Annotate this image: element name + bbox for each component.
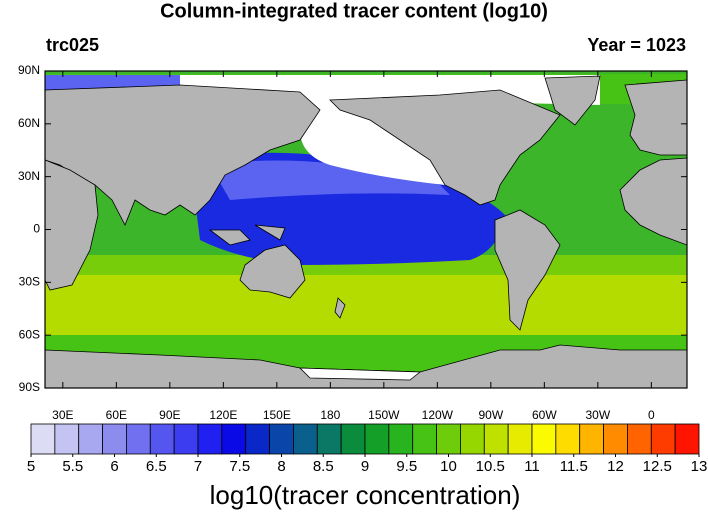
colorbar-box [555,423,581,455]
europe [624,79,687,156]
colorbar-box [388,423,414,455]
lon-tick-label: 120E [209,408,237,422]
lat-tick-label: 60S [19,327,40,341]
lat-tick-label: 30S [19,275,40,289]
lat-tick-label: 60N [18,116,40,130]
colorbar-tick-label: 12 [607,458,624,475]
north-america [329,89,561,206]
colorbar-box [102,423,127,455]
lon-tick-label: 30W [585,408,610,422]
lat-tick-label: 30N [18,169,40,183]
lon-tick-label: 90W [478,408,503,422]
colorbar-box [412,423,437,455]
colorbar-tick-label: 13 [691,458,708,475]
colorbar-tick-label: 5 [27,458,35,475]
colorbar-tick-label: 6 [110,458,118,475]
lon-tick-label: 0 [648,408,655,422]
indonesia [208,224,286,246]
colorbar-box [221,423,247,455]
lon-tick-label: 30E [52,408,73,422]
pacific-light [210,160,450,200]
left-label: trc025 [46,35,99,55]
colorbar-box [269,423,294,455]
lon-tick-label: 90E [159,408,180,422]
colorbar-box [78,423,103,455]
colorbar-box [293,423,318,455]
antarctica [45,344,687,388]
colorbar-box [173,423,199,455]
colorbar-box [436,423,461,455]
colorbar-box [674,423,700,455]
lon-tick-label: 120W [422,408,454,422]
map [45,71,687,388]
africa-west [619,157,687,246]
colorbar-box [149,423,175,455]
colorbar-tick-label: 11 [524,458,540,475]
colorbar-box [30,423,56,455]
colorbar-box [245,423,270,455]
colorbar-box [316,423,342,455]
right-label: Year = 1023 [587,35,686,55]
colorbar-tick-label: 7 [194,458,202,475]
colorbar-box [340,423,366,455]
australia [239,244,306,299]
colorbar-box [531,423,557,455]
colorbar-box [603,423,628,455]
colorbar-tick-label: 8 [277,458,285,475]
new-zealand [334,297,346,319]
colorbar-box [650,423,676,455]
colorbar-box [126,423,151,455]
colorbar-tick-label: 6.5 [146,458,167,475]
lon-tick-label: 60E [106,408,127,422]
colorbar-tick-label: 10.5 [476,458,505,475]
colorbar-box [579,423,604,455]
lat-tick-label: 0 [33,222,40,236]
lon-tick-label: 150E [263,408,291,422]
greenland [544,75,601,126]
colorbar-tick-label: 11.5 [560,458,588,475]
colorbar-box [507,423,533,455]
ross-ice [299,367,422,381]
colorbar-tick-label: 7.5 [229,458,250,475]
colorbar-tick-label: 12.5 [643,458,672,475]
colorbar-box [483,423,509,455]
lat-tick-label: 90N [18,63,40,77]
colorbar-box [460,423,485,455]
africa-east [45,159,99,291]
colorbar-tick-label: 5.5 [62,458,83,475]
colorbar-box [627,423,652,455]
colorbar-box [364,423,390,455]
lat-tick-label: 90S [19,380,40,394]
colorbar-box [54,423,80,455]
colorbar-tick-label: 9.5 [396,458,417,475]
lon-tick-label: 60W [532,408,557,422]
colorbar-box [197,423,223,455]
lon-tick-label: 180 [320,408,340,422]
south-america [494,209,561,331]
colorbar-title: log10(tracer concentration) [210,480,521,510]
colorbar-tick-label: 9 [361,458,369,475]
title: Column-integrated tracer content (log10) [160,0,548,22]
colorbar-tick-label: 10 [440,458,457,475]
colorbar-tick-label: 8.5 [313,458,334,475]
lon-tick-label: 150W [368,408,400,422]
